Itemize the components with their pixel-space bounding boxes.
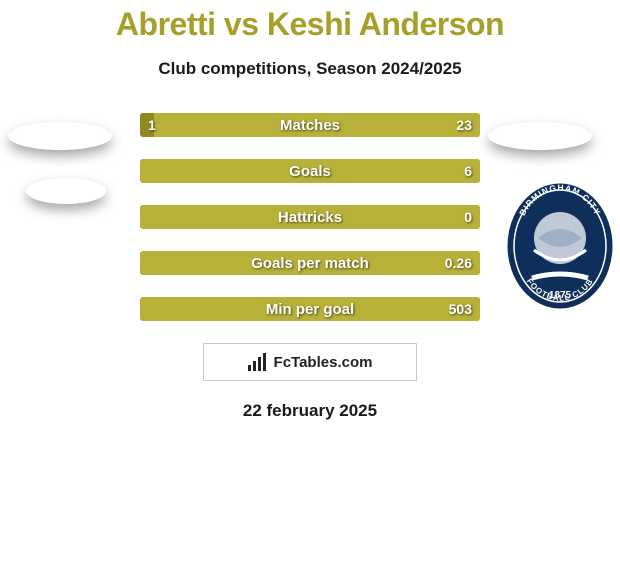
stat-label: Hattricks <box>140 205 480 229</box>
page-title: Abretti vs Keshi Anderson <box>0 6 620 43</box>
subtitle: Club competitions, Season 2024/2025 <box>0 59 620 79</box>
source-logo-box: FcTables.com <box>203 343 417 381</box>
avatar-ellipse-shadow <box>26 178 106 204</box>
stat-label: Matches <box>140 113 480 137</box>
stat-value-right: 6 <box>464 159 472 183</box>
stat-label: Min per goal <box>140 297 480 321</box>
stat-row: Goals per match0.26 <box>140 251 480 275</box>
player-left-silhouette <box>8 122 112 204</box>
source-logo-text: FcTables.com <box>274 354 373 371</box>
stats-panel: 1Matches23 Goals6 Hattricks0 Goals per matc… <box>140 113 480 321</box>
stat-label: Goals per match <box>140 251 480 275</box>
club-badge-birmingham: BIRMINGHAM CITY FOOTBALL CLUB 1875 <box>502 180 618 312</box>
stat-label: Goals <box>140 159 480 183</box>
avatar-ellipse <box>8 122 112 150</box>
stat-value-right: 0 <box>464 205 472 229</box>
source-logo: FcTables.com <box>248 353 373 371</box>
player-right-silhouette <box>488 122 592 150</box>
date-line: 22 february 2025 <box>0 401 620 421</box>
bar-chart-icon <box>248 353 270 371</box>
badge-year: 1875 <box>549 290 572 301</box>
stat-row: Hattricks0 <box>140 205 480 229</box>
stat-value-right: 23 <box>456 113 472 137</box>
stat-value-right: 0.26 <box>445 251 472 275</box>
stat-value-right: 503 <box>449 297 472 321</box>
stat-row: 1Matches23 <box>140 113 480 137</box>
avatar-ellipse <box>488 122 592 150</box>
stat-row: Goals6 <box>140 159 480 183</box>
stat-row: Min per goal503 <box>140 297 480 321</box>
